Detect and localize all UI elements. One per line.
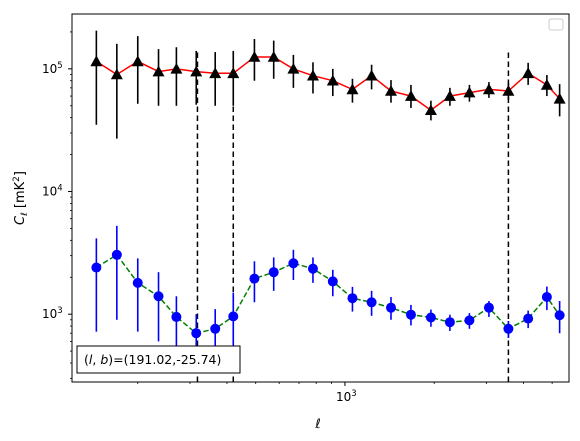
data-point [152,65,165,77]
data-point [288,258,299,269]
data-point [191,328,202,339]
data-point [110,68,123,80]
data-point [307,263,318,274]
data-point [444,317,455,328]
data-point [267,50,280,62]
data-point [366,297,377,308]
data-point [540,78,553,90]
axis-ticks: 103 104 105 103 [42,31,553,404]
data-point [190,65,203,77]
data-point [268,267,279,278]
data-point [424,104,437,116]
data-point [463,86,476,98]
data-point [90,55,103,67]
y-tick-label-1: 103 [42,306,63,321]
data-point [306,69,319,81]
data-point [405,309,416,320]
data-point [131,55,144,67]
y-tick-label-2: 104 [42,184,63,199]
data-point [170,62,183,74]
data-point [327,276,338,287]
series-1 [90,30,566,139]
data-point [111,249,122,260]
data-point [346,83,359,95]
annotation-box [76,345,241,374]
x-tick-label-1: 103 [336,389,357,404]
data-point [287,62,300,74]
data-point [483,302,494,313]
data-point [132,277,143,288]
y-axis-label: Cℓ [mK2] [12,171,30,225]
data-point [523,313,534,324]
data-point [554,310,565,321]
data-point [385,302,396,313]
data-point [553,92,566,104]
data-point [210,323,221,334]
plot-frame [71,13,570,383]
data-point [404,90,417,101]
data-point [249,273,260,284]
data-point [541,292,552,303]
data-point [347,293,358,304]
data-point [443,90,456,101]
coordinate-annotation: (l, b)=(191.02,-25.74) [76,345,241,374]
data-point [209,67,222,79]
data-point [482,83,495,95]
data-point [425,312,436,323]
data-point [503,323,514,334]
y-tick-label-3: 105 [42,61,63,76]
data-point [384,84,397,96]
legend-box [548,18,564,31]
data-point [464,315,475,326]
data-point [91,262,102,273]
data-point [153,291,164,302]
data-point [248,50,261,62]
x-axis-label: ℓ [314,417,320,432]
data-point [365,69,378,81]
data-point [228,311,239,322]
data-point [227,67,240,79]
annotation-text: (l, b)=(191.02,-25.74) [84,352,221,367]
data-point [171,311,182,322]
data-point [522,67,535,79]
data-point [326,74,339,86]
data-point [502,84,515,96]
